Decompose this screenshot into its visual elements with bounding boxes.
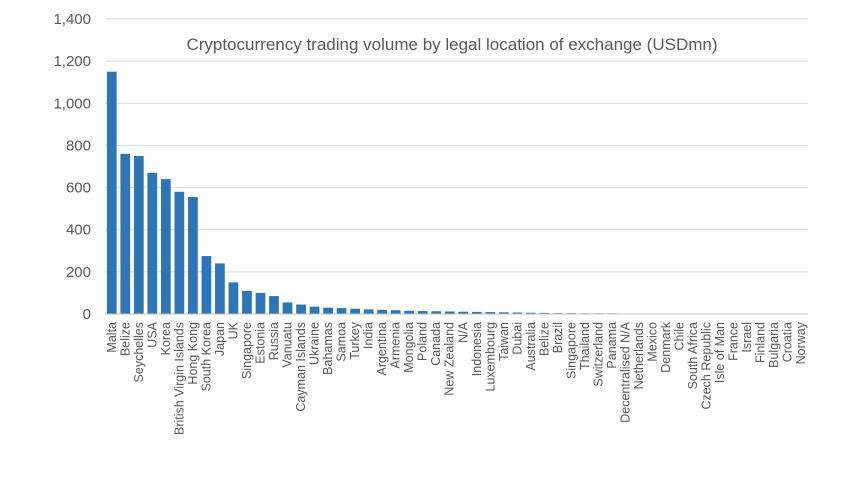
x-tick-label: Singapore	[564, 322, 578, 379]
x-tick-label: Brazil	[551, 322, 565, 353]
y-axis: 0 200 400 600 800 1,000 1,200 1,400	[53, 11, 91, 323]
bar	[431, 311, 442, 314]
x-tick-label: Samoa	[335, 322, 349, 362]
x-tick-label: Mongolia	[402, 322, 416, 373]
bar	[390, 310, 401, 314]
x-tick-label: USA	[145, 321, 159, 347]
x-tick-label: Turkey	[348, 321, 362, 359]
bar	[188, 197, 198, 314]
x-tick-label: Netherlands	[632, 322, 646, 389]
bar	[120, 153, 131, 314]
x-tick-label: Taiwan	[497, 322, 511, 361]
x-tick-label: British Virgin Islands	[172, 322, 186, 435]
bar	[147, 172, 158, 314]
bar	[525, 312, 536, 314]
x-tick-label: Luxembourg	[483, 322, 497, 392]
y-tick-label: 1,200	[53, 53, 91, 70]
bar	[160, 179, 171, 314]
bar	[350, 308, 360, 314]
bar	[296, 304, 306, 314]
x-tick-label: Malta	[105, 322, 119, 353]
x-tick-label: Czech Republic	[700, 322, 714, 410]
y-tick-label: 600	[66, 180, 91, 197]
bar	[417, 311, 428, 314]
bar	[512, 312, 523, 314]
bar	[458, 311, 469, 314]
bar	[498, 312, 509, 314]
x-tick-label: Croatia	[781, 322, 795, 362]
x-tick-label: Bulgaria	[767, 322, 781, 368]
x-tick-label: Dubai	[510, 322, 524, 355]
x-tick-label: Finland	[754, 322, 768, 363]
x-tick-label: South Africa	[686, 322, 700, 389]
x-tick-label: Argentina	[375, 322, 389, 376]
x-tick-label: New Zealand	[443, 322, 457, 396]
bar	[174, 191, 185, 314]
x-tick-label: Canada	[429, 322, 443, 366]
bar	[323, 307, 333, 314]
bar	[336, 308, 347, 314]
x-tick-label: Belize	[537, 322, 551, 356]
x-tick-label: Mexico	[646, 322, 660, 362]
x-tick-label: France	[727, 322, 741, 361]
x-tick-label: Russia	[267, 322, 281, 360]
x-tick-label: Belize	[118, 322, 132, 356]
bar	[363, 309, 374, 314]
x-tick-label: Norway	[794, 321, 808, 364]
x-tick-label: India	[362, 322, 376, 349]
bar	[485, 312, 496, 314]
y-tick-label: 0	[83, 306, 91, 323]
bar	[106, 71, 117, 314]
bar	[228, 282, 239, 314]
x-tick-label: Australia	[524, 322, 538, 371]
x-tick-label: UK	[226, 321, 240, 339]
x-tick-label: South Korea	[199, 322, 213, 392]
x-tick-label: Singapore	[240, 322, 254, 379]
bar	[282, 302, 293, 314]
bar	[133, 155, 144, 314]
bar	[201, 256, 212, 314]
x-tick-label: Thailand	[578, 322, 592, 370]
bar	[471, 311, 482, 314]
x-tick-label: Estonia	[253, 322, 267, 364]
x-tick-label: Armenia	[389, 322, 403, 369]
bar	[255, 292, 266, 314]
bar	[269, 296, 279, 314]
bar	[404, 310, 415, 314]
x-tick-label: Panama	[605, 322, 619, 369]
y-tick-label: 1,400	[53, 11, 91, 28]
x-tick-label: Seychelles	[132, 322, 146, 382]
y-tick-label: 400	[66, 222, 91, 239]
bar	[444, 311, 455, 314]
y-tick-label: 800	[66, 137, 91, 154]
x-tick-label: Indonesia	[470, 322, 484, 376]
bar	[215, 263, 225, 314]
x-tick-label: Hong Kong	[186, 322, 200, 385]
x-tick-label: Chile	[673, 322, 687, 351]
chart-title: Cryptocurrency trading volume by legal l…	[186, 35, 717, 54]
x-tick-label: Korea	[159, 322, 173, 355]
bar	[309, 306, 320, 314]
bar	[377, 309, 388, 314]
x-axis-labels: Malta Belize Seychelles USA Korea British Vir…	[105, 321, 808, 435]
x-tick-label: Decentralised N/A	[618, 321, 632, 422]
x-tick-label: Cayman Islands	[294, 322, 308, 412]
x-tick-label: Israel	[740, 322, 754, 353]
x-tick-label: Switzerland	[591, 322, 605, 387]
x-tick-label: Ukraine	[308, 322, 322, 365]
y-tick-label: 1,000	[53, 95, 91, 112]
x-tick-label: Japan	[213, 322, 227, 356]
y-tick-label: 200	[66, 264, 91, 281]
bars	[106, 71, 807, 314]
bar	[539, 312, 550, 314]
x-tick-label: Bahamas	[321, 322, 335, 375]
x-tick-label: Vanuatu	[281, 322, 295, 368]
x-tick-label: Isle of Man	[713, 322, 727, 383]
x-tick-label: Poland	[416, 322, 430, 361]
gridlines	[105, 18, 808, 273]
x-tick-label: N/A	[456, 321, 470, 343]
x-tick-label: Denmark	[659, 321, 673, 372]
bar	[242, 290, 252, 314]
